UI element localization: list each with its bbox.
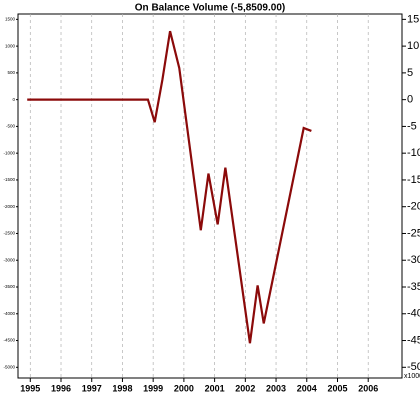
y2-tick-label: -40: [407, 308, 420, 320]
y-tick-label: -5000: [3, 364, 15, 369]
y-tick-label: -1500: [3, 177, 15, 182]
y2-tick-label: 0: [407, 94, 413, 106]
y-tick-label: 0: [12, 97, 15, 102]
y-tick-label: -2500: [3, 231, 15, 236]
y-tick-label: 1500: [5, 17, 16, 22]
x-tick-label: 1995: [20, 383, 40, 393]
y-tick-label: -500: [6, 124, 16, 129]
y2-tick-label: -25: [407, 227, 420, 239]
y2-tick-label: -50: [407, 361, 420, 373]
x-tick-label: 2005: [327, 383, 347, 393]
y-tick-label: 500: [7, 70, 15, 75]
x-tick-label: 1999: [143, 383, 163, 393]
y-tick-label: -4000: [3, 311, 15, 316]
y-tick-label: -4500: [3, 338, 15, 343]
x-tick-label: 1998: [112, 383, 132, 393]
y2-tick-label: 15: [407, 13, 419, 25]
y-tick-label: -3000: [3, 257, 15, 262]
unit-label: x1000: [404, 373, 420, 380]
x-tick-label: 2006: [358, 383, 378, 393]
x-tick-label: 2000: [174, 383, 194, 393]
y2-tick-label: 10: [407, 40, 419, 52]
y-tick-label: -1000: [3, 150, 15, 155]
y2-tick-label: -20: [407, 201, 420, 213]
y-tick-label: -2000: [3, 204, 15, 209]
y-tick-label: 1000: [5, 43, 16, 48]
line-series: [27, 30, 312, 344]
chart-title: On Balance Volume (-5,8509.00): [135, 3, 285, 14]
y2-tick-label: -5: [407, 120, 417, 132]
x-tick-label: 2002: [235, 383, 255, 393]
x-tick-label: 1996: [51, 383, 71, 393]
y2-tick-label: -10: [407, 147, 420, 159]
y2-tick-label: -45: [407, 334, 420, 346]
x-tick-label: 2004: [297, 383, 317, 393]
x-tick-label: 1997: [82, 383, 102, 393]
y2-tick-label: -15: [407, 174, 420, 186]
plot-frame: [17, 13, 403, 379]
y-tick-label: -3500: [3, 284, 15, 289]
y2-tick-label: -35: [407, 281, 420, 293]
y2-tick-label: -30: [407, 254, 420, 266]
y2-tick-label: 5: [407, 67, 413, 79]
x-tick-label: 2003: [266, 383, 286, 393]
x-tick-label: 2001: [205, 383, 225, 393]
